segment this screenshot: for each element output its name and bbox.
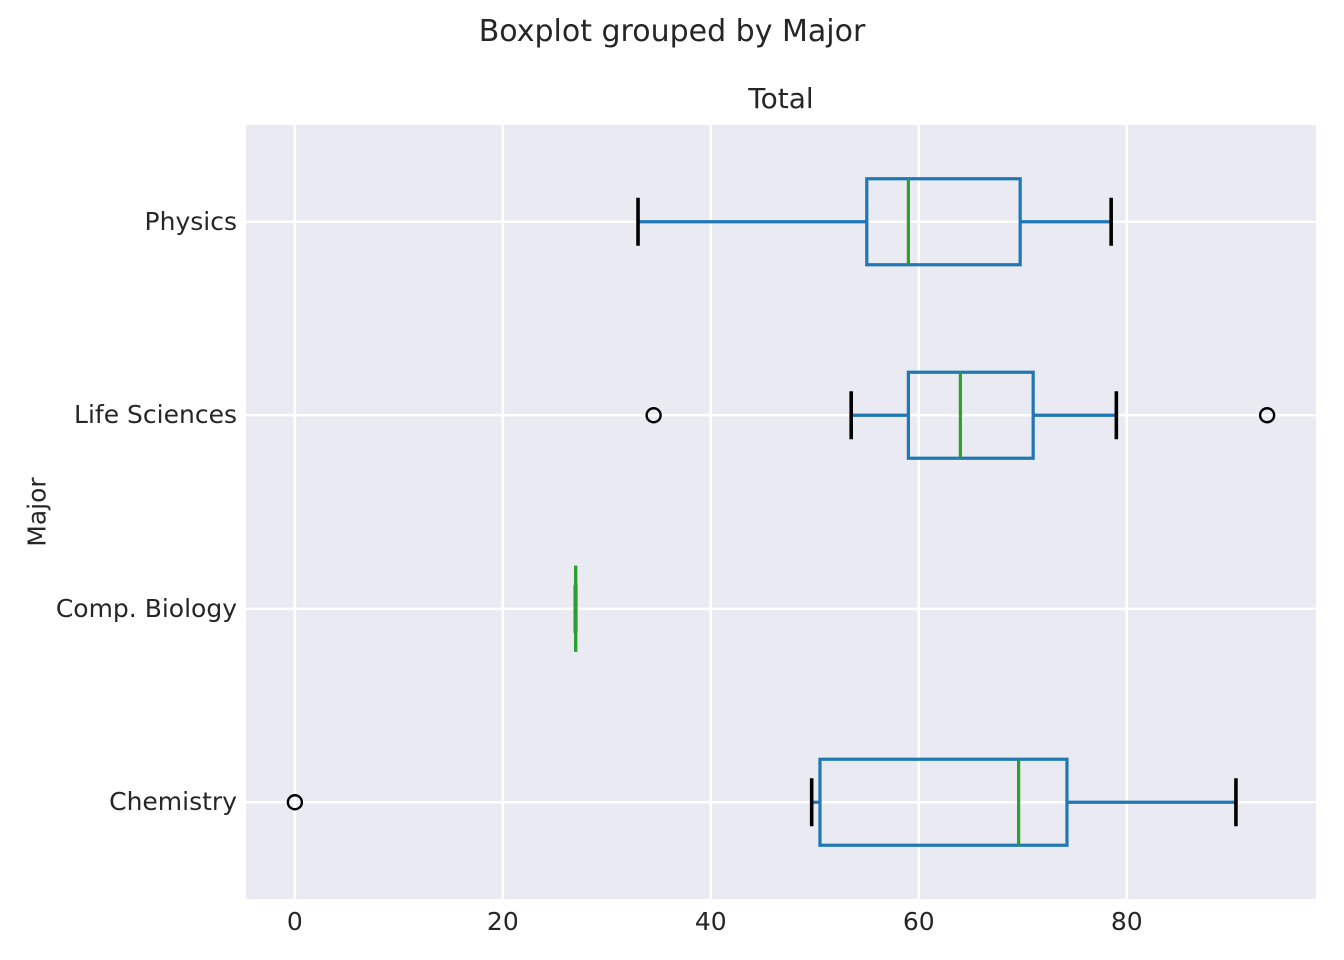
- plot-area: [246, 125, 1316, 899]
- y-tick-label: Physics: [144, 206, 237, 236]
- x-tick-label: 0: [286, 907, 303, 936]
- y-tick-label: Life Sciences: [74, 400, 237, 430]
- x-tick-label: 60: [902, 907, 935, 936]
- box: [818, 757, 1069, 847]
- y-tick-label: Comp. Biology: [55, 593, 237, 623]
- plot-background: [246, 125, 1316, 899]
- y-axis-label: Major: [22, 477, 52, 547]
- outlier-marker: [286, 794, 304, 811]
- y-tick-label: Chemistry: [109, 787, 237, 817]
- figure-suptitle: Boxplot grouped by Major: [478, 14, 866, 49]
- box: [865, 177, 1022, 267]
- x-tick-label: 20: [486, 907, 519, 936]
- box: [906, 370, 1035, 460]
- outlier-marker: [1258, 407, 1276, 424]
- axes-title: Total: [748, 82, 814, 115]
- outlier-marker: [645, 407, 662, 424]
- x-tick-label: 80: [1110, 907, 1143, 936]
- x-tick-label: 40: [694, 907, 727, 936]
